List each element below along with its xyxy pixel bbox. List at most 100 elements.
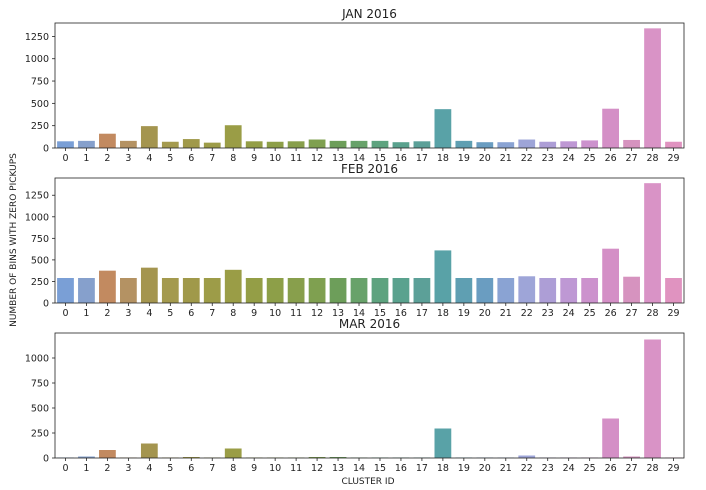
x-tick-label: 4 xyxy=(146,308,152,319)
x-tick-label: 27 xyxy=(626,463,638,474)
bar-14 xyxy=(350,140,368,148)
x-tick-label: 3 xyxy=(125,308,131,319)
x-tick-label: 1 xyxy=(83,153,89,164)
y-tick-label: 250 xyxy=(31,277,49,288)
y-tick-label: 250 xyxy=(31,429,49,440)
bar-0 xyxy=(57,278,74,303)
bar-17 xyxy=(413,278,431,303)
x-tick-label: 1 xyxy=(83,463,89,474)
y-tick-label: 0 xyxy=(43,144,49,155)
panel-1: 0 1 2 3 4 5 6 7 8 9 10 11 12 13 14 15 16 17 18 19 20 21 22 23 24… xyxy=(25,162,685,319)
x-tick-label: 22 xyxy=(521,463,533,474)
x-tick-label: 4 xyxy=(146,463,152,474)
bar-11 xyxy=(287,278,305,303)
bar-2 xyxy=(99,450,116,458)
y-tick-label: 1000 xyxy=(25,54,49,65)
plot-frame xyxy=(54,177,685,304)
x-tick-label: 26 xyxy=(605,153,617,164)
x-tick-label: 27 xyxy=(626,308,638,319)
bar-0 xyxy=(57,141,74,148)
x-tick-label: 20 xyxy=(479,153,491,164)
panel-0: 0 1 2 3 4 5 6 7 8 9 10 11 12 13 14 15 16 17 18 19 20 21 22 23 24… xyxy=(25,7,685,164)
bar-15 xyxy=(371,140,389,148)
y-tick-label: 500 xyxy=(31,99,49,110)
bar-22 xyxy=(518,139,536,148)
bar-13 xyxy=(329,457,347,458)
bar-27 xyxy=(623,456,640,458)
bar-20 xyxy=(476,278,494,303)
x-tick-label: 28 xyxy=(647,153,659,164)
bar-5 xyxy=(161,278,179,303)
x-tick-label: 22 xyxy=(521,153,533,164)
x-tick-label: 8 xyxy=(230,308,236,319)
x-tick-label: 1 xyxy=(83,308,89,319)
x-tick-label: 5 xyxy=(167,153,173,164)
x-tick-label: 21 xyxy=(500,153,512,164)
bar-12 xyxy=(308,139,326,148)
x-tick-label: 8 xyxy=(230,463,236,474)
x-tick-label: 6 xyxy=(188,153,194,164)
x-tick-label: 23 xyxy=(542,153,554,164)
bar-17 xyxy=(413,141,431,148)
bar-26 xyxy=(602,108,619,148)
x-tick-label: 7 xyxy=(209,153,215,164)
y-axis-label: NUMBER OF BINS WITH ZERO PICKUPS xyxy=(9,153,19,327)
x-tick-label: 10 xyxy=(269,308,281,319)
x-tick-label: 13 xyxy=(332,463,344,474)
x-tick-label: 29 xyxy=(667,463,679,474)
x-tick-label: 6 xyxy=(188,308,194,319)
bar-26 xyxy=(602,248,619,303)
x-tick-label: 13 xyxy=(332,153,344,164)
x-tick-label: 26 xyxy=(605,463,617,474)
bar-9 xyxy=(245,141,263,148)
x-tick-label: 28 xyxy=(647,308,659,319)
bar-21 xyxy=(497,142,515,148)
x-tick-label: 20 xyxy=(479,308,491,319)
x-tick-label: 14 xyxy=(353,463,365,474)
x-tick-label: 28 xyxy=(647,463,659,474)
x-tick-label: 27 xyxy=(626,153,638,164)
bar-29 xyxy=(665,278,682,303)
x-tick-label: 29 xyxy=(667,153,679,164)
bar-18 xyxy=(434,428,452,458)
x-tick-label: 15 xyxy=(374,153,386,164)
x-tick-label: 2 xyxy=(104,463,110,474)
bar-29 xyxy=(665,141,682,148)
x-tick-label: 16 xyxy=(395,308,407,319)
x-tick-label: 25 xyxy=(584,308,596,319)
x-tick-label: 6 xyxy=(188,463,194,474)
x-tick-label: 25 xyxy=(584,153,596,164)
x-tick-label: 19 xyxy=(458,463,470,474)
bar-28 xyxy=(644,183,661,303)
x-tick-label: 14 xyxy=(353,308,365,319)
x-tick-label: 13 xyxy=(332,308,344,319)
plot-frame xyxy=(54,22,685,149)
bar-28 xyxy=(644,28,661,148)
y-tick-label: 0 xyxy=(43,454,49,465)
y-tick-label: 1000 xyxy=(25,212,49,223)
x-tick-label: 22 xyxy=(521,308,533,319)
x-tick-label: 14 xyxy=(353,153,365,164)
y-tick-label: 1250 xyxy=(25,32,49,43)
x-tick-label: 16 xyxy=(395,153,407,164)
y-tick-label: 750 xyxy=(31,234,49,245)
bar-7 xyxy=(203,142,221,148)
bar-3 xyxy=(120,278,137,303)
bar-25 xyxy=(581,278,599,303)
panel-title: FEB 2016 xyxy=(341,162,398,176)
x-tick-label: 11 xyxy=(290,153,302,164)
y-tick-label: 500 xyxy=(31,404,49,415)
bar-7 xyxy=(203,278,221,303)
bar-18 xyxy=(434,109,452,148)
x-tick-label: 24 xyxy=(563,463,575,474)
bar-20 xyxy=(476,142,494,148)
plot-frame xyxy=(54,332,685,459)
x-tick-label: 11 xyxy=(290,463,302,474)
panel-title: MAR 2016 xyxy=(339,317,400,331)
bar-27 xyxy=(623,276,640,303)
bar-16 xyxy=(392,278,410,303)
x-tick-label: 20 xyxy=(479,463,491,474)
x-tick-label: 9 xyxy=(251,463,257,474)
bar-16 xyxy=(392,142,410,148)
